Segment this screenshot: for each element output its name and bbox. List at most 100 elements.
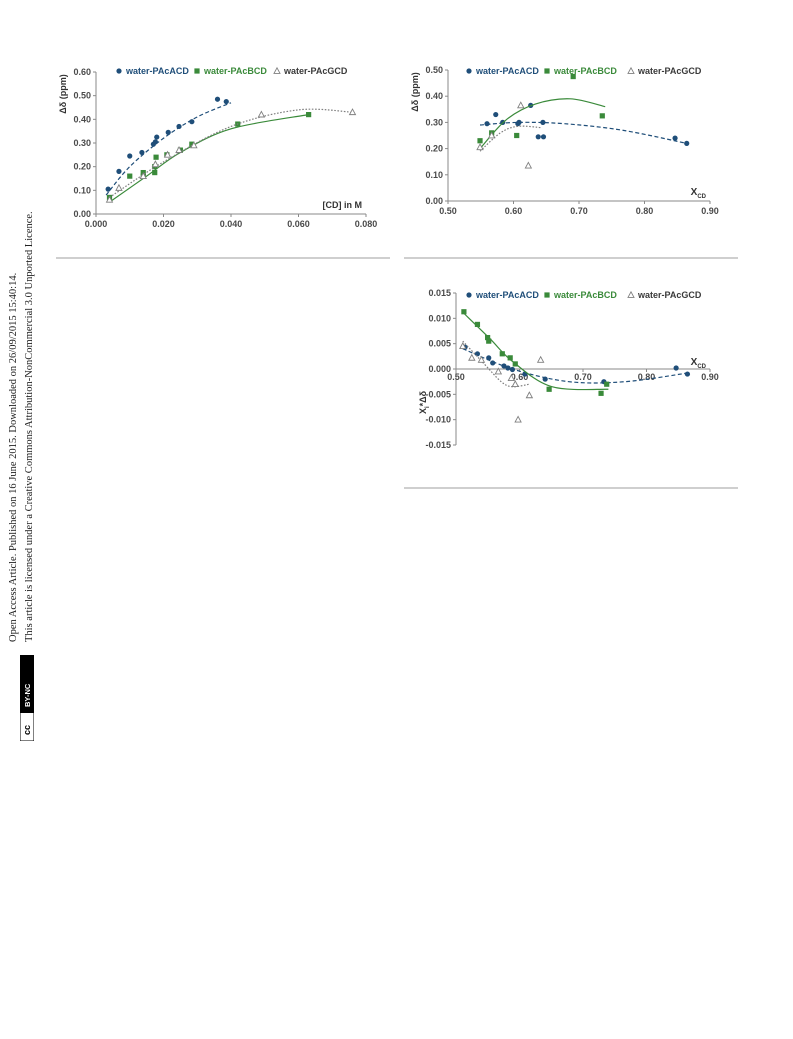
data-point-water-PAcACD — [516, 119, 522, 125]
x-tick-label: 0.020 — [152, 219, 175, 229]
data-point-water-PAcACD — [535, 134, 541, 140]
legend-marker-water-PAcACD — [116, 68, 122, 74]
open-access-notice: Open Access Article. Published on 16 Jun… — [8, 272, 19, 642]
data-point-water-PAcGCD — [139, 171, 148, 179]
x-tick-label: 0.080 — [355, 219, 378, 229]
x-axis-label: [CD] in M — [323, 200, 363, 210]
x-tick-label: 0.80 — [638, 372, 656, 382]
series-water-PAcGCD — [459, 340, 545, 423]
cc-license-badge[interactable]: cc BY-NC — [20, 655, 34, 741]
data-point-water-PAcGCD — [536, 355, 545, 363]
y-tick-label: 0.015 — [428, 288, 451, 298]
series-water-PAcACD — [105, 96, 232, 196]
legend-label-water-PAcBCD: water-PAcBCD — [553, 66, 617, 76]
x-tick-label: 0.60 — [511, 372, 529, 382]
legend-label-water-PAcGCD: water-PAcGCD — [637, 66, 702, 76]
x-tick-label: 0.000 — [85, 219, 108, 229]
data-point-water-PAcBCD — [512, 361, 518, 367]
data-point-water-PAcBCD — [514, 132, 520, 139]
legend-label-water-PAcACD: water-PAcACD — [125, 66, 189, 76]
data-point-water-PAcGCD — [459, 342, 467, 350]
legend-marker-water-PAcACD — [466, 292, 472, 298]
fit-curve-water-PAcACD — [462, 348, 688, 384]
data-point-water-PAcGCD — [115, 183, 123, 191]
y-axis-label-rest: *Δδ — [418, 390, 428, 406]
data-point-water-PAcBCD — [486, 338, 492, 344]
data-point-water-PAcACD — [673, 365, 679, 371]
data-point-water-PAcGCD — [348, 108, 357, 116]
x-tick-label: 0.50 — [447, 372, 465, 382]
data-point-water-PAcBCD — [499, 351, 505, 357]
fit-curve-water-PAcBCD — [462, 311, 609, 391]
data-point-water-PAcBCD — [461, 309, 467, 315]
divider-2 — [404, 257, 738, 259]
y-axis-label: Xi*Δδ — [418, 390, 431, 414]
divider-3 — [404, 487, 738, 489]
y-tick-label: 0.010 — [428, 313, 451, 323]
legend-marker-water-PAcBCD — [544, 292, 550, 298]
x-tick-label: 0.60 — [505, 206, 523, 216]
data-point-water-PAcGCD — [525, 391, 534, 399]
data-point-water-PAcGCD — [514, 415, 522, 423]
y-tick-label: 0.000 — [428, 364, 451, 374]
data-point-water-PAcGCD — [524, 161, 533, 169]
data-point-water-PAcGCD — [151, 160, 160, 168]
y-tick-label: 0.20 — [73, 162, 91, 172]
legend-label-water-PAcGCD: water-PAcGCD — [637, 290, 702, 300]
license-notice[interactable]: This article is licensed under a Creativ… — [24, 211, 35, 642]
data-point-water-PAcBCD — [485, 334, 491, 341]
fit-curve-water-PAcGCD — [109, 108, 353, 198]
data-point-water-PAcACD — [684, 140, 690, 146]
y-tick-label: 0.00 — [73, 209, 91, 219]
data-point-water-PAcBCD — [546, 386, 552, 392]
x-tick-label: 0.80 — [636, 206, 654, 216]
legend-marker-water-PAcBCD — [544, 68, 550, 74]
chart-mole-fraction: 0.00 0.10 0.20 0.30 0.40 0.50 0.50 0.60 0.70 0.80… — [404, 62, 738, 232]
license-sidebar: Open Access Article. Published on 16 Jun… — [0, 0, 40, 700]
data-point-water-PAcBCD — [189, 141, 195, 147]
data-point-water-PAcGCD — [163, 150, 172, 158]
data-point-water-PAcBCD — [599, 113, 605, 119]
legend-marker-water-PAcBCD — [194, 68, 200, 74]
x-tick-label: 0.90 — [701, 206, 719, 216]
y-axis-label-subscript: i — [425, 406, 431, 408]
x-tick-label: 0.040 — [220, 219, 243, 229]
data-point-water-PAcGCD — [257, 110, 266, 118]
data-point-water-PAcACD — [505, 365, 511, 371]
fit-curve-water-PAcBCD — [479, 98, 606, 150]
data-point-water-PAcGCD — [190, 141, 198, 149]
x-axis-label-main: X — [691, 357, 698, 368]
data-point-water-PAcBCD — [570, 73, 576, 80]
x-axis-label-subscript: CD — [697, 194, 706, 200]
data-point-water-PAcBCD — [507, 355, 513, 361]
legend-label-water-PAcACD: water-PAcACD — [475, 66, 539, 76]
series-water-PAcGCD — [105, 108, 357, 203]
data-point-water-PAcACD — [501, 363, 507, 369]
data-point-water-PAcACD — [540, 134, 547, 140]
x-axis-label-subscript: CD — [697, 364, 706, 370]
legend-marker-water-PAcACD — [466, 68, 472, 74]
series-water-PAcACD — [479, 102, 690, 146]
legend-label-water-PAcACD: water-PAcACD — [475, 290, 539, 300]
y-tick-label: 0.50 — [425, 65, 443, 75]
data-point-water-PAcBCD — [152, 169, 158, 176]
legend-marker-water-PAcGCD — [627, 290, 635, 298]
data-point-water-PAcACD — [189, 119, 195, 125]
data-point-water-PAcBCD — [598, 390, 604, 396]
series-water-PAcACD — [462, 344, 691, 385]
legend-label-water-PAcBCD: water-PAcBCD — [203, 66, 267, 76]
legend-marker-water-PAcGCD — [627, 66, 635, 74]
legend-marker-water-PAcGCD — [273, 66, 281, 74]
y-tick-label: 0.005 — [428, 339, 451, 349]
fit-curve-water-PAcGCD — [479, 125, 542, 152]
data-point-water-PAcACD — [484, 121, 490, 127]
y-tick-label: 0.10 — [425, 170, 443, 180]
series-water-PAcBCD — [461, 309, 610, 396]
data-point-water-PAcACD — [490, 360, 496, 366]
data-point-water-PAcACD — [116, 168, 122, 174]
chart-mole-fraction-svg: 0.00 0.10 0.20 0.30 0.40 0.50 0.50 0.60 0.70 0.80… — [410, 65, 719, 216]
data-point-water-PAcGCD — [494, 367, 503, 375]
series-water-PAcBCD — [106, 112, 312, 203]
data-point-water-PAcACD — [154, 134, 160, 140]
data-point-water-PAcACD — [493, 111, 499, 118]
